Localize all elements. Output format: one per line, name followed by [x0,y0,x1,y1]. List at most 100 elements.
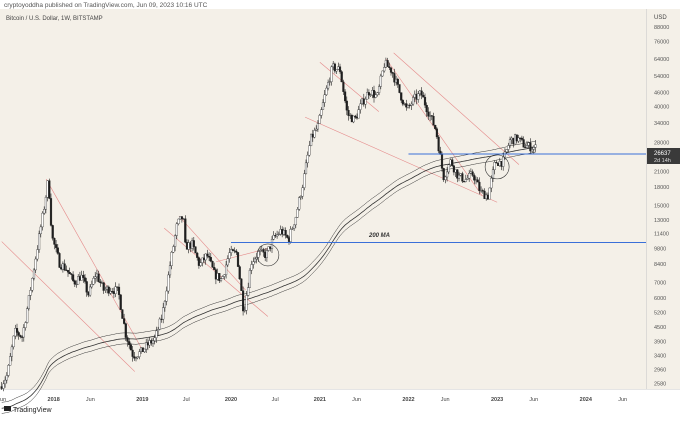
candle-body [248,270,251,288]
candle-body [223,274,226,277]
time-tick-label: Jun [618,397,627,403]
candle-body [296,209,299,218]
watermark-text: TradingView [13,407,52,414]
candle-body [153,337,156,341]
candle-body [250,264,253,271]
candle-body [495,162,498,164]
time-tick-label: Jun [0,397,6,403]
candle-body [534,144,537,148]
candle-body [531,149,534,152]
candle-body [325,87,328,96]
candle-body [342,81,345,92]
candle-body [7,365,10,376]
candle-body [464,179,467,182]
price-tick-label: 64000 [654,57,669,63]
candle-body [423,97,427,106]
candle-body [134,357,138,359]
price-tick-label: 6000 [654,296,666,302]
candle-body [221,276,224,279]
candle-body [238,266,241,280]
trend-line [178,216,246,291]
candle-body [240,278,243,291]
time-tick-label: Jun [352,397,361,403]
price-tick-label: 28000 [654,141,669,147]
candle-body [31,278,34,291]
candle-body [532,147,535,150]
candle-body [83,277,87,282]
candle-body [117,286,121,295]
candle-body [99,281,102,284]
candle-body [344,91,347,102]
candle-body [304,162,308,174]
price-tick-label: 11400 [654,231,669,237]
candle-body [53,238,56,245]
candle-body [245,295,248,311]
candle-body [488,187,491,200]
candle-body [43,209,46,214]
candle-body [412,97,415,105]
candle-body [440,154,444,169]
candle-body [174,235,177,247]
candle-body [461,173,464,182]
candle-body [386,60,389,67]
chart-frame[interactable]: 88000 76000 64000 54000 46000 40000 34000 28000… [0,9,680,418]
candle-body [310,133,313,146]
price-tick-label: 46000 [654,90,669,96]
candle-body [410,103,413,106]
candle-body [471,171,474,176]
candle-body [508,139,512,146]
candle-body [468,173,471,179]
candle-body [158,318,161,330]
candle-body [345,100,348,111]
candle-body [49,198,53,226]
candle-body [102,282,105,291]
trend-line [1,241,135,372]
time-tick-label: Jun [529,397,538,403]
candle-body [437,136,440,152]
price-tick-label: 3900 [654,340,666,346]
candle-body [430,115,433,117]
candle-body [388,66,391,68]
candle-body [354,115,357,118]
candle-body [301,187,304,197]
support-lines [230,153,646,244]
candle-body [17,332,20,336]
price-tick-label: 40000 [654,104,669,110]
candle-body [126,337,129,342]
candle-body [379,75,382,87]
current-price-badge [647,148,680,164]
candle-body [243,310,246,312]
candle-body [201,257,204,263]
price-tick-label: 3400 [654,353,666,359]
candle-body [466,177,469,180]
candle-body [490,177,493,189]
price-tick-label: 88000 [654,25,669,31]
candle-body [89,286,92,296]
candle-body [333,63,336,72]
price-tick-label: 18000 [654,185,669,191]
candle-body [58,253,61,268]
candle-body [286,235,289,238]
candle-body [330,66,333,82]
candle-body [478,181,481,191]
candle-body [41,212,44,228]
publish-info: cryptoyoddha published on TradingView.co… [4,2,208,9]
candle-body [422,95,425,98]
candle-body [114,286,117,294]
candle-body [218,273,221,281]
candle-body [196,252,199,258]
price-tick-label: 54000 [654,74,669,80]
candle-body [211,261,214,268]
candle-body [75,283,78,286]
candle-body [4,379,7,385]
price-axis-background [646,9,680,389]
time-tick-label: 2018 [48,397,60,403]
candle-body [316,123,319,130]
candle-body [503,151,506,158]
candle-body [476,179,479,183]
time-tick-label: Jul [183,397,190,403]
price-chart[interactable]: 88000 76000 64000 54000 46000 40000 34000 28000… [0,9,680,418]
time-tick-label: 2024 [580,397,593,403]
candle-body [192,240,195,247]
candle-body [293,224,296,229]
